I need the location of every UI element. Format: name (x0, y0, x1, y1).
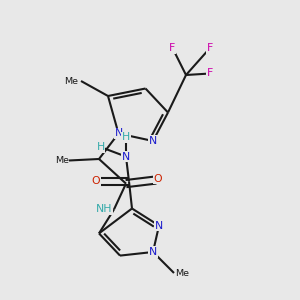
Text: H: H (96, 142, 105, 152)
Text: O: O (92, 176, 100, 187)
Text: F: F (207, 68, 213, 79)
Text: Me: Me (55, 156, 69, 165)
Text: F: F (169, 43, 175, 53)
Text: N: N (149, 136, 157, 146)
Text: N: N (114, 128, 123, 139)
Text: F: F (207, 43, 213, 53)
Text: O: O (153, 173, 162, 184)
Text: NH: NH (96, 204, 112, 214)
Text: N: N (155, 220, 163, 231)
Text: H: H (122, 132, 130, 142)
Text: N: N (149, 247, 157, 257)
Text: N: N (122, 152, 130, 162)
Text: Me: Me (176, 268, 190, 278)
Text: Me: Me (64, 76, 78, 85)
